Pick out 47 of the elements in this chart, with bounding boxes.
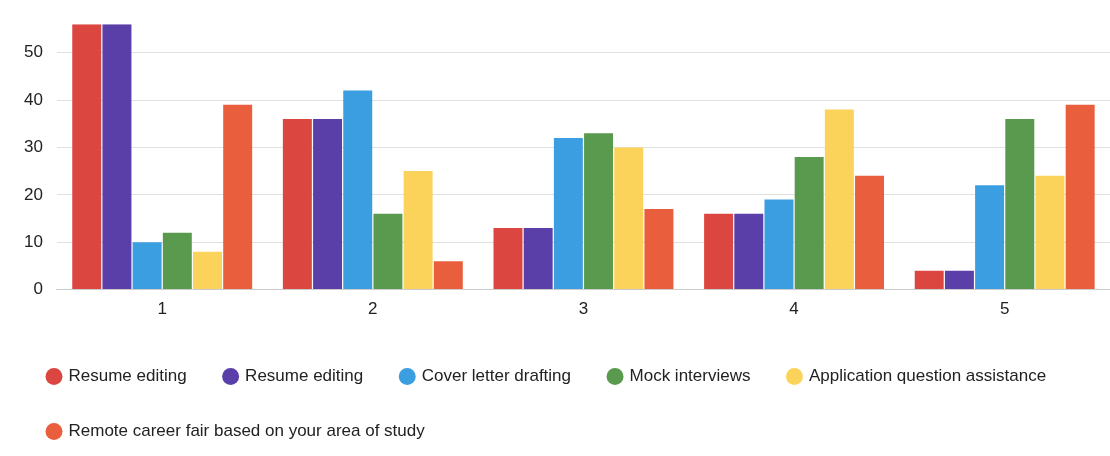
bar xyxy=(162,232,192,290)
bar xyxy=(493,227,523,290)
bar xyxy=(944,270,974,290)
bar xyxy=(1065,104,1095,290)
bar xyxy=(343,90,373,290)
bar xyxy=(553,137,583,290)
y-tick-label: 10 xyxy=(23,231,43,251)
bar xyxy=(223,104,253,290)
y-tick-label: 40 xyxy=(23,89,43,109)
legend-label: Resume editing xyxy=(245,366,364,386)
x-tick-label: 3 xyxy=(578,299,589,319)
bar xyxy=(914,270,944,290)
bar xyxy=(855,175,885,290)
bar xyxy=(764,199,794,290)
bar xyxy=(734,213,764,290)
bar xyxy=(824,109,854,290)
bar xyxy=(313,118,343,290)
bar xyxy=(282,118,312,290)
y-tick-label: 0 xyxy=(33,279,43,299)
x-tick-label: 1 xyxy=(157,299,167,319)
bar xyxy=(644,209,674,290)
bar xyxy=(403,171,433,290)
bar xyxy=(704,213,734,290)
y-tick-label: 30 xyxy=(23,137,43,157)
bar xyxy=(1035,175,1065,290)
bar xyxy=(1005,118,1035,290)
bar xyxy=(584,133,614,290)
bar xyxy=(794,156,824,290)
x-tick-label: 5 xyxy=(999,299,1010,319)
bar xyxy=(193,251,222,290)
y-tick-label: 20 xyxy=(23,184,43,204)
bar xyxy=(523,227,553,290)
legend-label: Resume editing xyxy=(68,366,187,386)
bar xyxy=(975,185,1005,290)
bar xyxy=(132,242,162,290)
bar xyxy=(614,147,644,290)
bar xyxy=(102,24,132,290)
legend-label: Application question assistance xyxy=(808,366,1047,386)
legend-label: Mock interviews xyxy=(629,366,751,386)
bar xyxy=(72,24,102,290)
legend-label: Cover letter drafting xyxy=(421,366,572,386)
bar xyxy=(433,261,463,290)
x-tick-label: 2 xyxy=(368,299,378,319)
x-tick-label: 4 xyxy=(789,299,799,319)
y-tick-label: 50 xyxy=(23,42,43,62)
bar xyxy=(373,213,403,290)
legend-label: Remote career fair based on your area of study xyxy=(68,421,426,441)
